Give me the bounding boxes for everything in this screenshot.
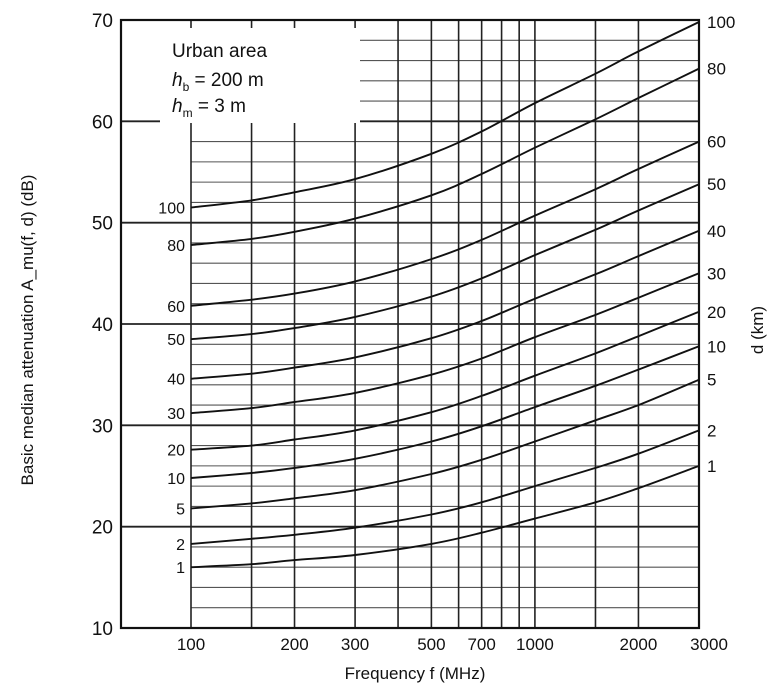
y-axis-ticks: 10 20 30 40 50 60 70 [92,11,113,640]
curve-d-40km [190,229,700,380]
curve-left-label: 50 [167,332,185,349]
curve-d-20km [190,310,700,451]
d-axis-label: 10 [707,337,726,356]
curve-d-80km [190,67,700,246]
d-axis-label: 1 [707,457,716,476]
y-tick-label: 60 [92,112,113,133]
x-axis-ticks: 100 200 300 500 700 1000 2000 3000 [177,635,728,654]
y-tick-label: 50 [92,214,113,235]
curve-d-10km [190,345,700,479]
curve-left-label: 20 [167,443,185,460]
curve-left-label: 80 [167,238,185,255]
x-tick-label: 2000 [620,635,658,654]
x-tick-label: 700 [467,635,495,654]
curve-left-label: 10 [167,471,185,488]
y-tick-label: 30 [92,416,113,437]
legend-hm-line: hm = 3 m [172,96,246,120]
curve-left-label: 30 [167,406,185,423]
plot-frame [119,18,701,630]
x-tick-label: 3000 [690,635,728,654]
curve-left-label: 1 [176,560,185,577]
legend-background [160,28,360,123]
x-tick-label: 300 [341,635,369,654]
curve-left-label: 60 [167,299,185,316]
curve-d-2km [190,429,700,545]
curve-d-30km [190,272,700,415]
curve-left-label: 100 [158,200,185,217]
y-tick-label: 40 [92,315,113,336]
x-tick-label: 1000 [516,635,554,654]
curve-d-50km [190,183,700,341]
x-tick-label: 200 [280,635,308,654]
d-axis-label: 20 [707,303,726,322]
legend-hb-line: hb = 200 m [172,70,264,94]
d-axis-label: 50 [707,175,726,194]
d-axis-label: 60 [707,133,726,152]
x-tick-label: 500 [417,635,445,654]
x-tick-label: 100 [177,635,205,654]
curve-d-60km [190,140,700,307]
y-tick-label: 10 [92,619,113,640]
curve-d-5km [190,378,700,510]
d-axis-label: 40 [707,222,726,241]
curve-left-label: 2 [176,537,185,554]
d-axis-label: 2 [707,421,716,440]
curve-right-labels: 1 2 5 10 20 30 40 50 60 80 100 [707,13,735,476]
y-axis-title: Basic median attenuation A_mu(f, d) (dB) [18,175,37,486]
curve-left-labels: 1 2 5 10 20 30 40 50 60 80 100 [158,200,185,577]
x-axis-title: Frequency f (MHz) [345,664,486,683]
curve-d-1km [190,465,700,569]
d-axis-label: 100 [707,13,735,32]
curves [190,21,700,569]
d-axis-title: d (km) [748,306,767,354]
legend-title: Urban area [172,41,267,62]
legend-box: Urban area hb = 200 m hm = 3 m [160,28,360,123]
y-tick-label: 70 [92,11,113,32]
curve-d-100km [190,21,700,209]
curve-left-label: 5 [176,501,185,518]
curve-left-label: 40 [167,372,185,389]
d-axis-label: 80 [707,60,726,79]
d-axis-label: 30 [707,264,726,283]
d-axis-label: 5 [707,371,716,390]
y-tick-label: 20 [92,518,113,539]
plot-border [119,18,701,630]
